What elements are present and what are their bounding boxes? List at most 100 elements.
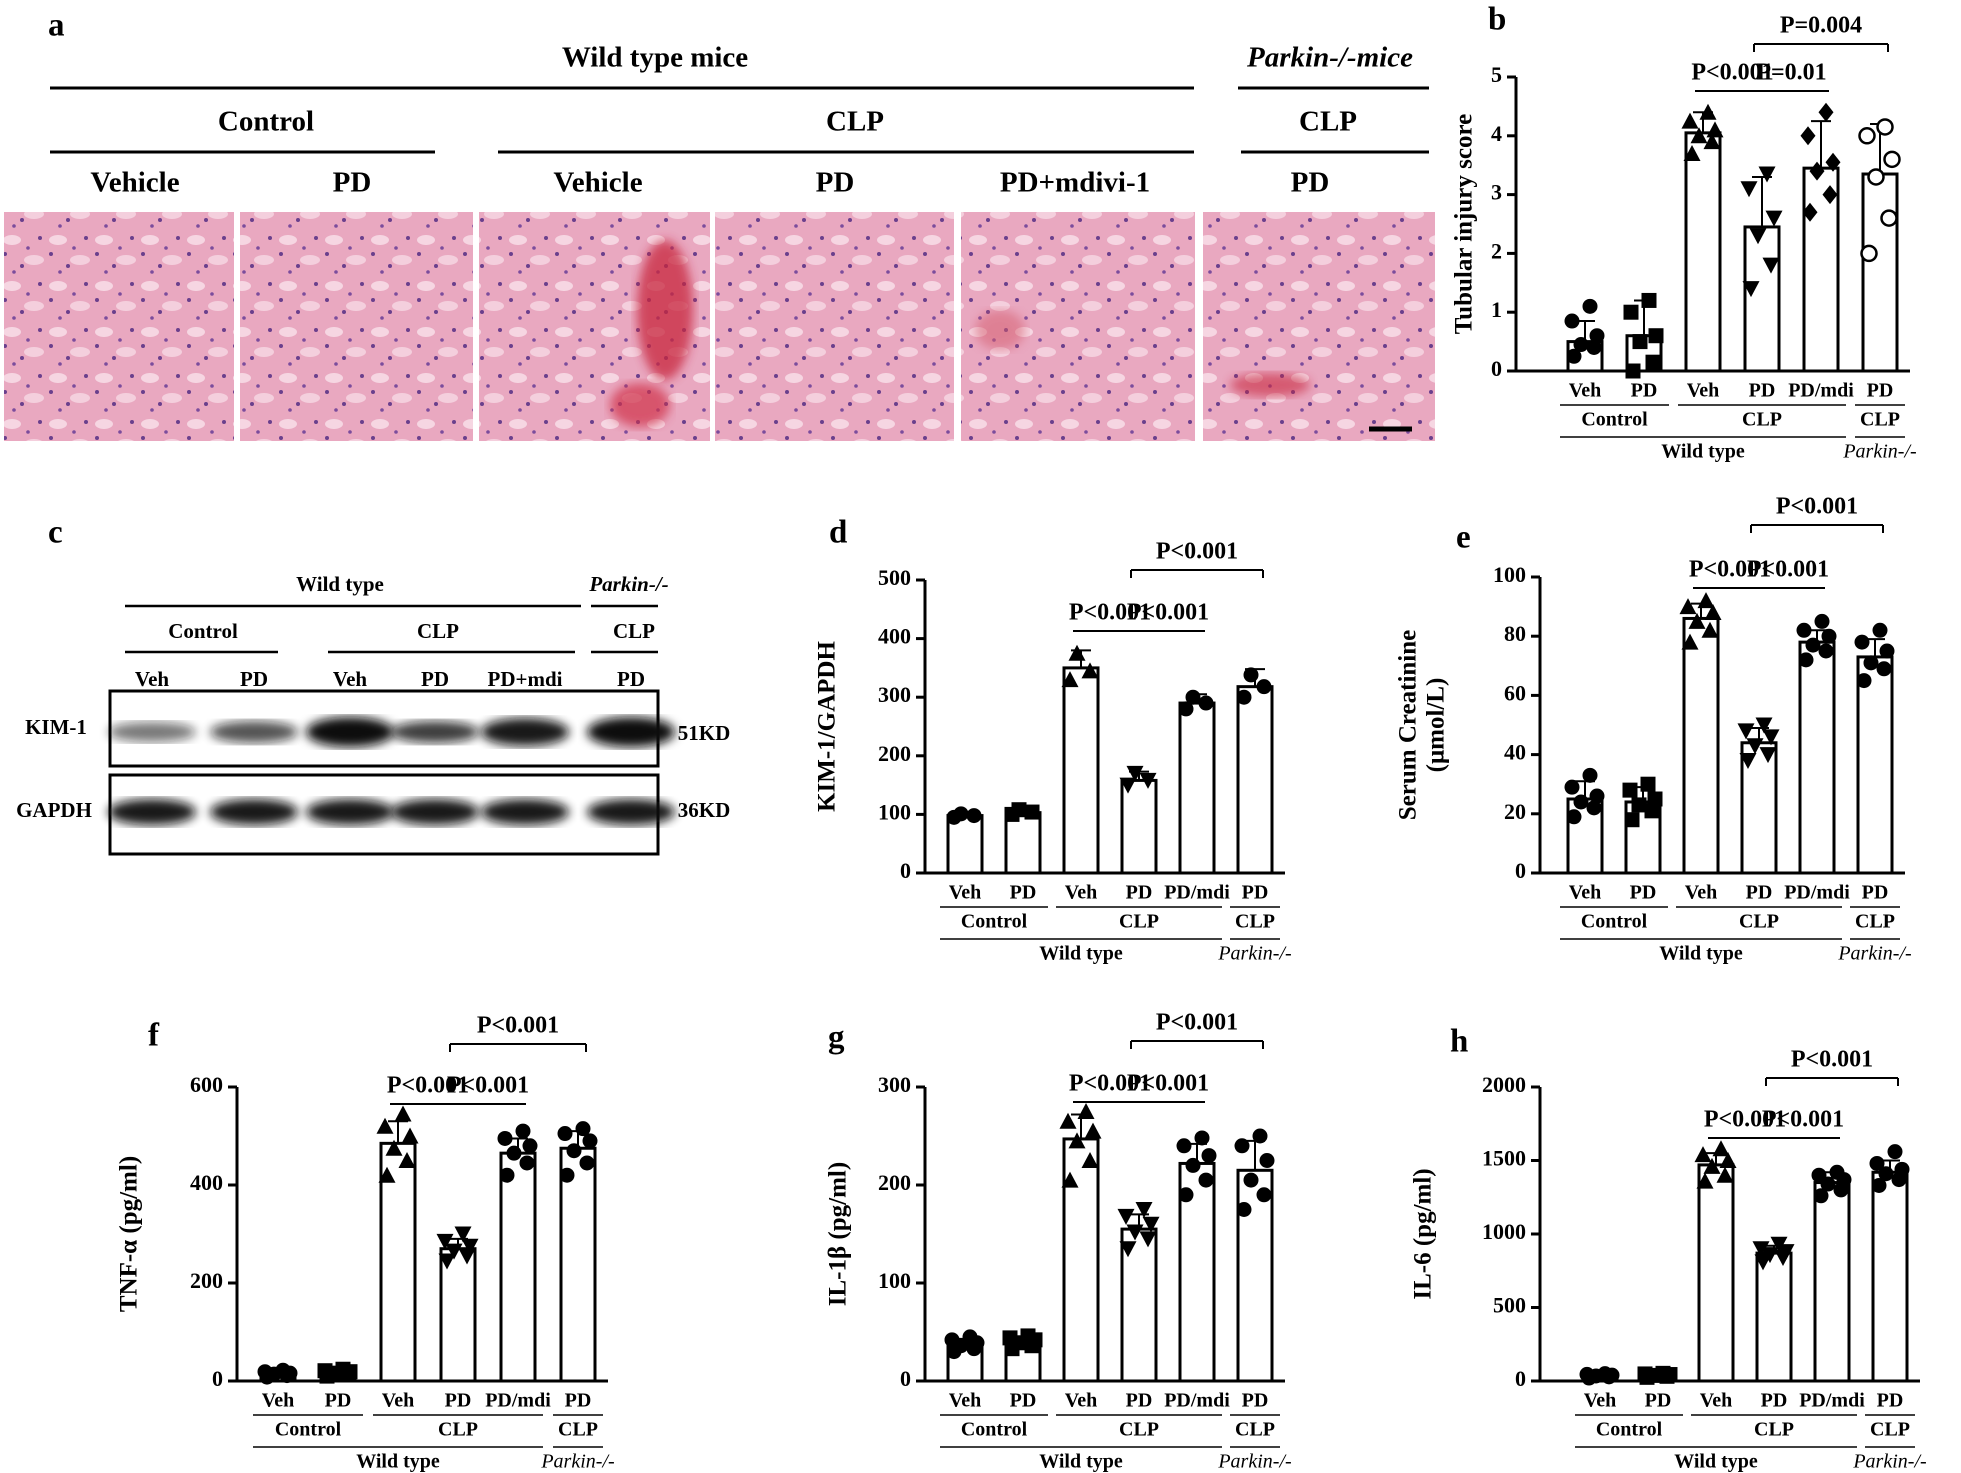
row-label: KIM-1 <box>25 715 87 739</box>
y-tick-label: 0 <box>1515 1366 1526 1391</box>
data-point <box>1011 802 1027 818</box>
bar-chart: d 0 100 200 300 400 500 KIM-1/GAPDH Veh PD Veh PD PD… <box>814 515 1292 965</box>
data-point <box>1586 339 1602 355</box>
group-label: Control <box>1596 1419 1663 1441</box>
hemorrhage <box>610 383 670 427</box>
band <box>210 721 298 743</box>
data-point <box>1822 185 1838 205</box>
data-point <box>1185 1157 1201 1173</box>
bar <box>1236 1168 1274 1383</box>
group-label: CLP <box>1855 911 1895 933</box>
y-axis-label: IL-1β (pg/ml) <box>825 1162 852 1306</box>
data-point <box>1126 1224 1144 1241</box>
p-value: P<0.001 <box>1762 1107 1844 1133</box>
micrograph <box>240 212 473 441</box>
data-point <box>1624 812 1640 828</box>
data-point <box>436 1233 454 1250</box>
panel-letter: a <box>48 8 65 44</box>
data-point <box>1800 126 1816 146</box>
group-label: Parkin-/- <box>1837 943 1911 965</box>
y-tick-label: 200 <box>878 1170 911 1195</box>
x-tick-label: Veh <box>1569 882 1602 904</box>
x-tick-label: PD <box>1126 882 1153 904</box>
y-axis-label: TNF-α (pg/ml) <box>116 1156 143 1312</box>
y-tick-label: 100 <box>1493 562 1526 587</box>
data-point <box>1697 592 1715 609</box>
data-point <box>1655 1365 1671 1381</box>
p-value: P<0.001 <box>1776 494 1858 520</box>
data-point <box>1761 1247 1779 1264</box>
group-label: Control <box>168 619 238 643</box>
group-label: Wild type <box>1659 943 1743 965</box>
data-point <box>1765 210 1783 227</box>
bar <box>1682 616 1720 875</box>
data-point <box>1894 1161 1910 1177</box>
data-point <box>1805 637 1821 653</box>
y-tick-label: 5 <box>1491 62 1502 87</box>
bar-chart: f 0 200 400 600 TNF-α (pg/ml) Veh PD Veh PD PD/mdi… <box>116 1013 615 1473</box>
x-tick-label: PD <box>1010 882 1037 904</box>
lane-label: PD <box>617 667 645 691</box>
data-point <box>1002 1330 1018 1346</box>
data-point <box>1198 695 1214 711</box>
data-point <box>1719 1152 1737 1168</box>
p-value: P<0.001 <box>1156 539 1238 565</box>
data-point <box>1243 1172 1259 1188</box>
x-tick-label: PD <box>565 1390 592 1412</box>
group-label: Wild type <box>1039 943 1123 965</box>
bar <box>1120 778 1158 875</box>
x-tick-label: PD/mdi <box>485 1390 551 1412</box>
panel-letter: h <box>1450 1024 1468 1060</box>
group-label: Control <box>961 1419 1028 1441</box>
y-tick-label: 600 <box>190 1072 223 1097</box>
group-label: CLP <box>1119 1419 1159 1441</box>
data-point <box>1869 1155 1885 1171</box>
data-point <box>1688 612 1706 629</box>
x-tick-label: Veh <box>949 882 982 904</box>
data-point <box>1818 102 1834 122</box>
data-point <box>1061 1171 1079 1188</box>
x-tick-label: PD <box>445 1390 472 1412</box>
data-point <box>458 1248 476 1265</box>
data-point <box>1579 1366 1595 1382</box>
data-point <box>1762 257 1780 274</box>
x-tick-label: PD <box>1630 882 1657 904</box>
y-axis-label: IL-6 (pg/ml) <box>1410 1168 1437 1299</box>
group-label: Parkin-/- <box>540 1451 614 1473</box>
data-point <box>1704 604 1722 621</box>
data-point <box>257 1364 273 1380</box>
x-tick-label: PD <box>325 1390 352 1412</box>
data-point <box>1796 622 1812 638</box>
data-point <box>385 1139 403 1156</box>
bar <box>1813 1181 1851 1383</box>
band <box>481 718 569 746</box>
data-point <box>1637 1366 1653 1382</box>
y-tick-label: 0 <box>900 858 911 883</box>
bar <box>1861 172 1899 373</box>
y-axis-label: Serum Creatinine <box>1395 630 1422 821</box>
p-value: P<0.001 <box>1127 600 1209 626</box>
data-point <box>1811 1167 1827 1183</box>
column-label: PD <box>333 167 372 199</box>
data-point <box>1142 1216 1160 1233</box>
x-tick-label: PD/mdi <box>1784 882 1850 904</box>
band <box>210 799 298 825</box>
data-point <box>1236 689 1252 705</box>
group-label: Wild type <box>1039 1451 1123 1473</box>
p-value: P<0.001 <box>1069 600 1151 626</box>
group-label: CLP <box>826 106 884 138</box>
column-label: Vehicle <box>553 167 642 199</box>
band <box>481 799 569 825</box>
data-point <box>1694 1146 1712 1163</box>
data-point <box>1703 133 1721 150</box>
x-tick-label: PD <box>1010 1390 1037 1412</box>
y-axis-label: KIM-1/GAPDH <box>814 641 841 812</box>
data-point <box>1564 779 1580 795</box>
p-value: P<0.001 <box>1691 60 1773 86</box>
data-point <box>1178 1187 1194 1203</box>
data-point <box>1573 794 1589 810</box>
y-tick-label: 20 <box>1504 799 1526 824</box>
x-tick-label: PD <box>1862 882 1889 904</box>
band <box>306 799 394 825</box>
